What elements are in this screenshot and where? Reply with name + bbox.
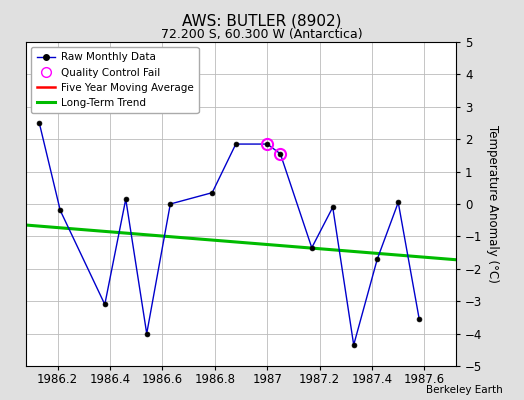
Text: Berkeley Earth: Berkeley Earth — [427, 385, 503, 395]
Y-axis label: Temperature Anomaly (°C): Temperature Anomaly (°C) — [486, 125, 499, 283]
Legend: Raw Monthly Data, Quality Control Fail, Five Year Moving Average, Long-Term Tren: Raw Monthly Data, Quality Control Fail, … — [31, 47, 199, 113]
Text: AWS: BUTLER (8902): AWS: BUTLER (8902) — [182, 14, 342, 29]
Text: 72.200 S, 60.300 W (Antarctica): 72.200 S, 60.300 W (Antarctica) — [161, 28, 363, 41]
